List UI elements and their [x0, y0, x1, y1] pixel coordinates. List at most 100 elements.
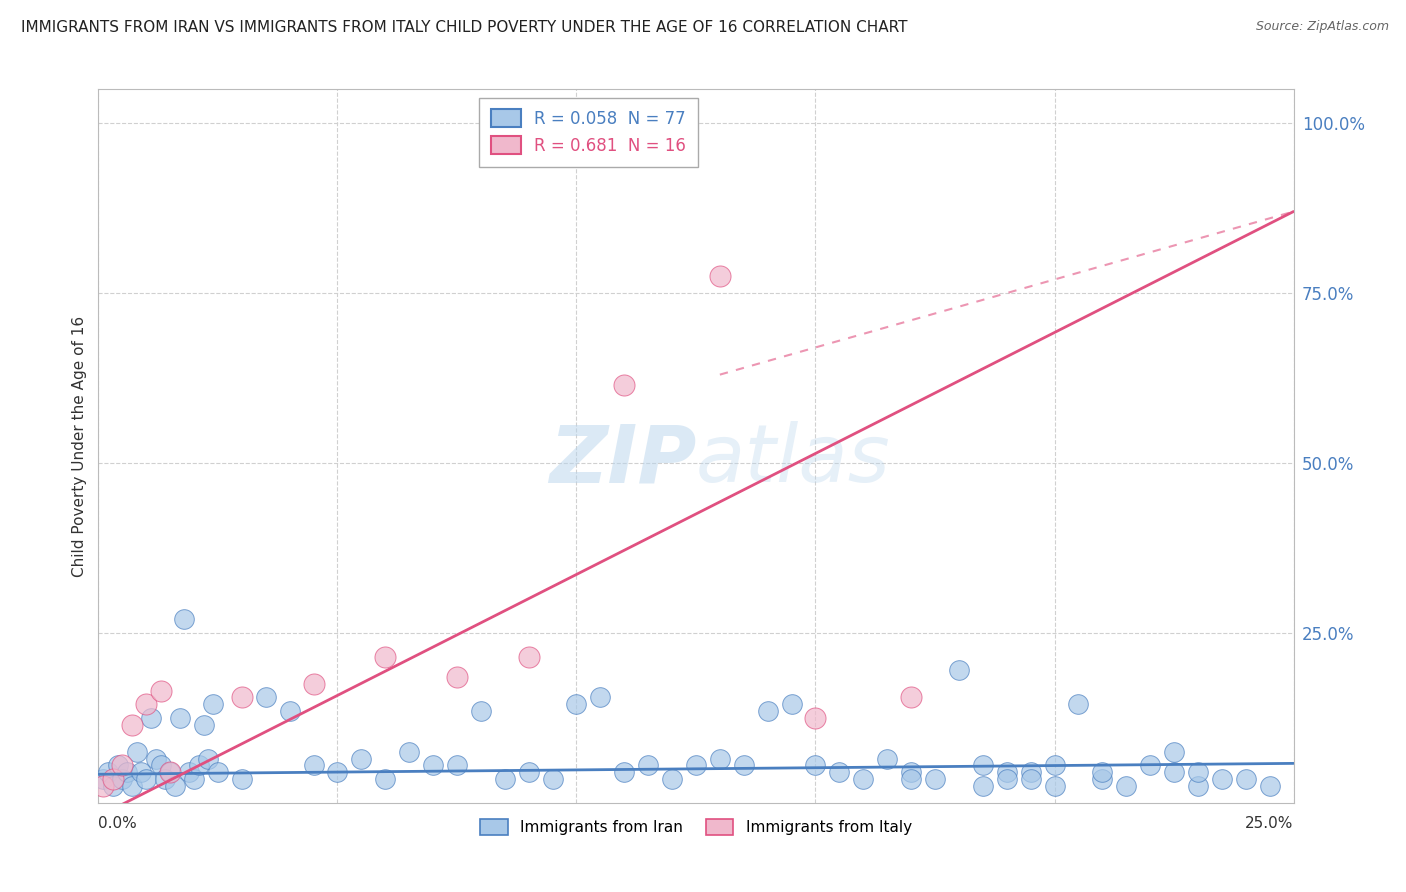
Point: [804, 758, 827, 772]
Text: ZIP: ZIP: [548, 421, 696, 500]
Point: [733, 758, 755, 772]
Point: [1187, 765, 1209, 780]
Point: [852, 772, 875, 786]
Point: [900, 765, 922, 780]
Point: [517, 765, 540, 780]
Point: [231, 772, 253, 786]
Point: [145, 751, 167, 765]
Point: [589, 690, 612, 705]
Point: [709, 269, 731, 284]
Point: [254, 690, 277, 705]
Point: [637, 758, 659, 772]
Point: [900, 690, 922, 705]
Point: [197, 751, 219, 765]
Text: 25.0%: 25.0%: [1246, 815, 1294, 830]
Point: [278, 704, 301, 718]
Point: [374, 649, 396, 664]
Point: [231, 690, 253, 705]
Point: [193, 717, 215, 731]
Point: [183, 772, 205, 786]
Point: [1091, 765, 1114, 780]
Point: [179, 765, 201, 780]
Point: [709, 751, 731, 765]
Point: [326, 765, 349, 780]
Point: [972, 779, 994, 793]
Point: [111, 772, 134, 786]
Point: [1019, 765, 1042, 780]
Point: [1115, 779, 1137, 793]
Point: [91, 772, 114, 786]
Point: [1019, 772, 1042, 786]
Point: [149, 683, 172, 698]
Text: Source: ZipAtlas.com: Source: ZipAtlas.com: [1256, 20, 1389, 33]
Point: [780, 698, 803, 712]
Point: [661, 772, 683, 786]
Point: [1163, 765, 1185, 780]
Point: [163, 779, 186, 793]
Point: [107, 758, 129, 772]
Text: atlas: atlas: [696, 421, 891, 500]
Point: [756, 704, 779, 718]
Point: [135, 772, 157, 786]
Point: [350, 751, 373, 765]
Point: [101, 779, 124, 793]
Point: [202, 698, 225, 712]
Point: [924, 772, 946, 786]
Point: [1043, 758, 1066, 772]
Point: [517, 649, 540, 664]
Point: [121, 779, 143, 793]
Point: [1234, 772, 1257, 786]
Point: [1187, 779, 1209, 793]
Point: [97, 765, 120, 780]
Point: [173, 612, 195, 626]
Point: [828, 765, 851, 780]
Point: [1258, 779, 1281, 793]
Text: IMMIGRANTS FROM IRAN VS IMMIGRANTS FROM ITALY CHILD POVERTY UNDER THE AGE OF 16 : IMMIGRANTS FROM IRAN VS IMMIGRANTS FROM …: [21, 20, 908, 35]
Point: [159, 765, 181, 780]
Point: [1091, 772, 1114, 786]
Point: [446, 758, 468, 772]
Point: [169, 711, 191, 725]
Point: [1067, 698, 1090, 712]
Point: [121, 717, 143, 731]
Point: [804, 711, 827, 725]
Point: [155, 772, 177, 786]
Point: [187, 758, 209, 772]
Point: [91, 779, 114, 793]
Y-axis label: Child Poverty Under the Age of 16: Child Poverty Under the Age of 16: [72, 316, 87, 576]
Point: [494, 772, 516, 786]
Point: [302, 758, 325, 772]
Point: [135, 698, 157, 712]
Point: [125, 745, 148, 759]
Point: [900, 772, 922, 786]
Point: [1163, 745, 1185, 759]
Point: [565, 698, 588, 712]
Point: [111, 758, 134, 772]
Point: [995, 765, 1018, 780]
Point: [972, 758, 994, 772]
Point: [470, 704, 492, 718]
Point: [1043, 779, 1066, 793]
Point: [948, 663, 970, 677]
Point: [1139, 758, 1161, 772]
Legend: Immigrants from Iran, Immigrants from Italy: Immigrants from Iran, Immigrants from It…: [474, 813, 918, 841]
Point: [115, 765, 138, 780]
Point: [131, 765, 153, 780]
Point: [101, 772, 124, 786]
Point: [613, 377, 636, 392]
Point: [374, 772, 396, 786]
Point: [876, 751, 898, 765]
Point: [398, 745, 420, 759]
Point: [149, 758, 172, 772]
Point: [422, 758, 444, 772]
Point: [159, 765, 181, 780]
Point: [139, 711, 162, 725]
Point: [302, 677, 325, 691]
Point: [541, 772, 564, 786]
Point: [1211, 772, 1233, 786]
Point: [207, 765, 229, 780]
Point: [995, 772, 1018, 786]
Text: 0.0%: 0.0%: [98, 815, 138, 830]
Point: [685, 758, 707, 772]
Point: [613, 765, 636, 780]
